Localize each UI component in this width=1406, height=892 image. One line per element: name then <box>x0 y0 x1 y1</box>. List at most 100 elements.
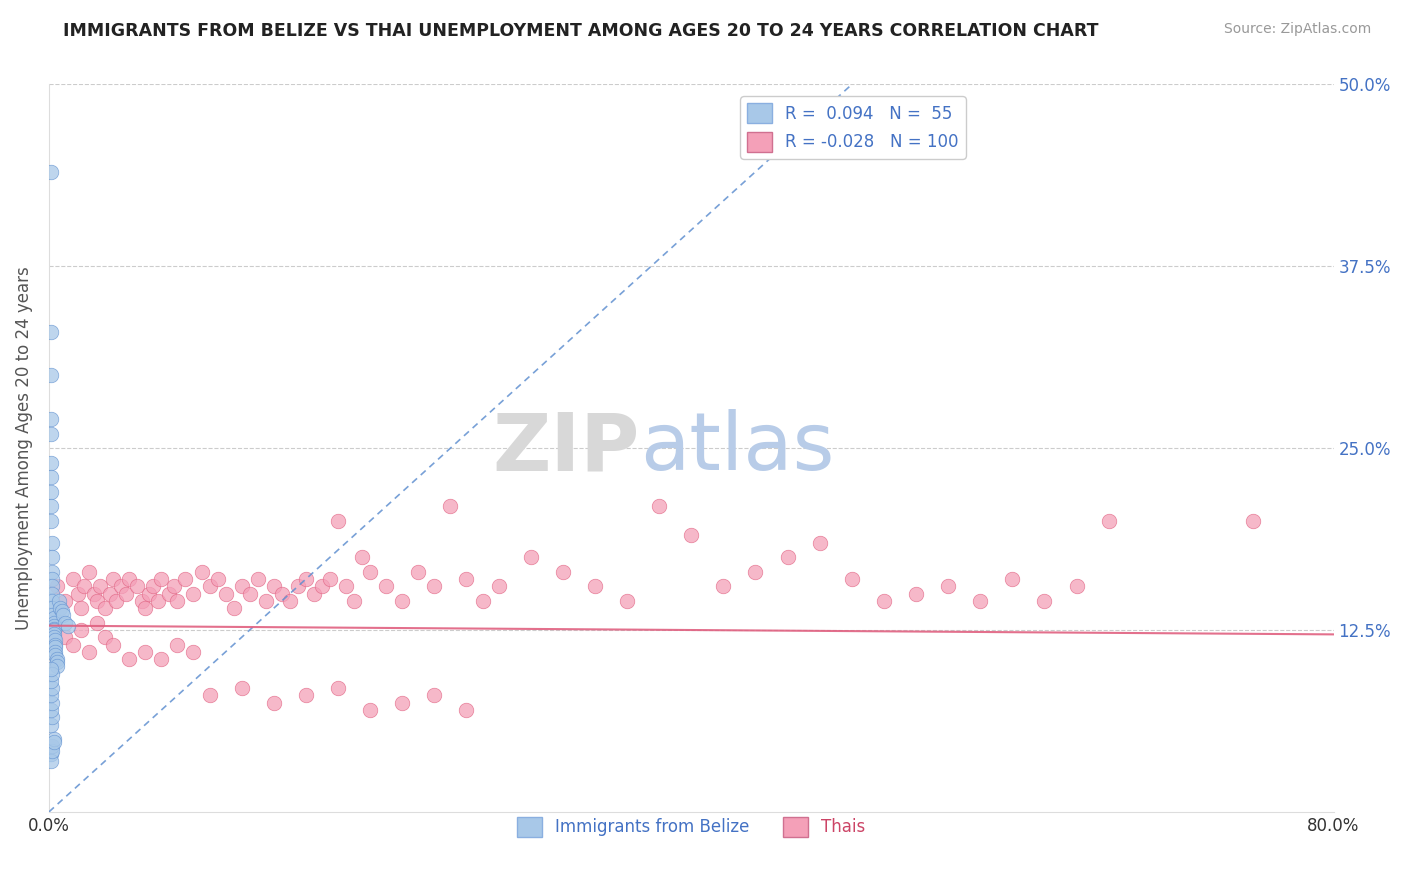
Point <box>222 601 245 615</box>
Point <box>295 572 318 586</box>
Point <box>73 579 96 593</box>
Point <box>375 579 398 593</box>
Point <box>66 587 89 601</box>
Point <box>52 608 75 623</box>
Point <box>681 528 703 542</box>
Point <box>53 630 76 644</box>
Point <box>94 601 117 615</box>
Point <box>711 579 734 593</box>
Point <box>214 587 236 601</box>
Point <box>98 587 121 601</box>
Text: ZIP: ZIP <box>492 409 640 487</box>
Point <box>39 662 62 676</box>
Point <box>231 681 253 696</box>
Point <box>41 535 63 549</box>
Point <box>648 500 671 514</box>
Point <box>48 594 70 608</box>
Point <box>41 696 63 710</box>
Point <box>46 659 69 673</box>
Point <box>42 622 65 636</box>
Point <box>439 500 461 514</box>
Point <box>1001 572 1024 586</box>
Point <box>326 514 349 528</box>
Point <box>62 638 84 652</box>
Point <box>127 579 149 593</box>
Point <box>39 165 62 179</box>
Point <box>42 615 65 630</box>
Point <box>166 594 188 608</box>
Point <box>44 640 66 655</box>
Point <box>231 579 253 593</box>
Point <box>166 638 188 652</box>
Point <box>41 744 63 758</box>
Point <box>157 587 180 601</box>
Point <box>41 587 63 601</box>
Point <box>808 535 831 549</box>
Point <box>239 587 262 601</box>
Point <box>41 681 63 696</box>
Point <box>311 579 333 593</box>
Point <box>41 572 63 586</box>
Point <box>39 426 62 441</box>
Point <box>41 594 63 608</box>
Point <box>744 565 766 579</box>
Point <box>86 594 108 608</box>
Point <box>51 604 73 618</box>
Point <box>207 572 229 586</box>
Point <box>616 594 638 608</box>
Point <box>41 550 63 565</box>
Point <box>53 594 76 608</box>
Point <box>263 579 285 593</box>
Point <box>41 565 63 579</box>
Point <box>39 456 62 470</box>
Point <box>42 630 65 644</box>
Point <box>39 747 62 761</box>
Point <box>138 587 160 601</box>
Point <box>1241 514 1264 528</box>
Point <box>359 565 381 579</box>
Point <box>39 673 62 688</box>
Point <box>44 645 66 659</box>
Point <box>41 739 63 754</box>
Point <box>44 648 66 662</box>
Point <box>551 565 574 579</box>
Point <box>583 579 606 593</box>
Point <box>146 594 169 608</box>
Point <box>198 579 221 593</box>
Point <box>936 579 959 593</box>
Point <box>70 623 93 637</box>
Point <box>44 633 66 648</box>
Point <box>488 579 510 593</box>
Point <box>94 630 117 644</box>
Point <box>190 565 212 579</box>
Point <box>41 601 63 615</box>
Point <box>131 594 153 608</box>
Point <box>118 652 141 666</box>
Point <box>873 594 896 608</box>
Point <box>150 652 173 666</box>
Point <box>246 572 269 586</box>
Point <box>46 655 69 669</box>
Point <box>42 618 65 632</box>
Point <box>174 572 197 586</box>
Legend: Immigrants from Belize, Thais: Immigrants from Belize, Thais <box>510 810 872 844</box>
Point <box>46 579 69 593</box>
Point <box>53 615 76 630</box>
Point <box>42 735 65 749</box>
Point <box>343 594 366 608</box>
Point <box>41 608 63 623</box>
Point <box>287 579 309 593</box>
Point <box>103 638 125 652</box>
Point <box>39 412 62 426</box>
Point <box>1066 579 1088 593</box>
Point <box>1098 514 1121 528</box>
Text: atlas: atlas <box>640 409 834 487</box>
Point <box>456 572 478 586</box>
Point <box>163 579 186 593</box>
Point <box>423 689 446 703</box>
Point <box>46 652 69 666</box>
Point <box>471 594 494 608</box>
Point <box>905 587 928 601</box>
Point <box>270 587 292 601</box>
Point <box>352 550 374 565</box>
